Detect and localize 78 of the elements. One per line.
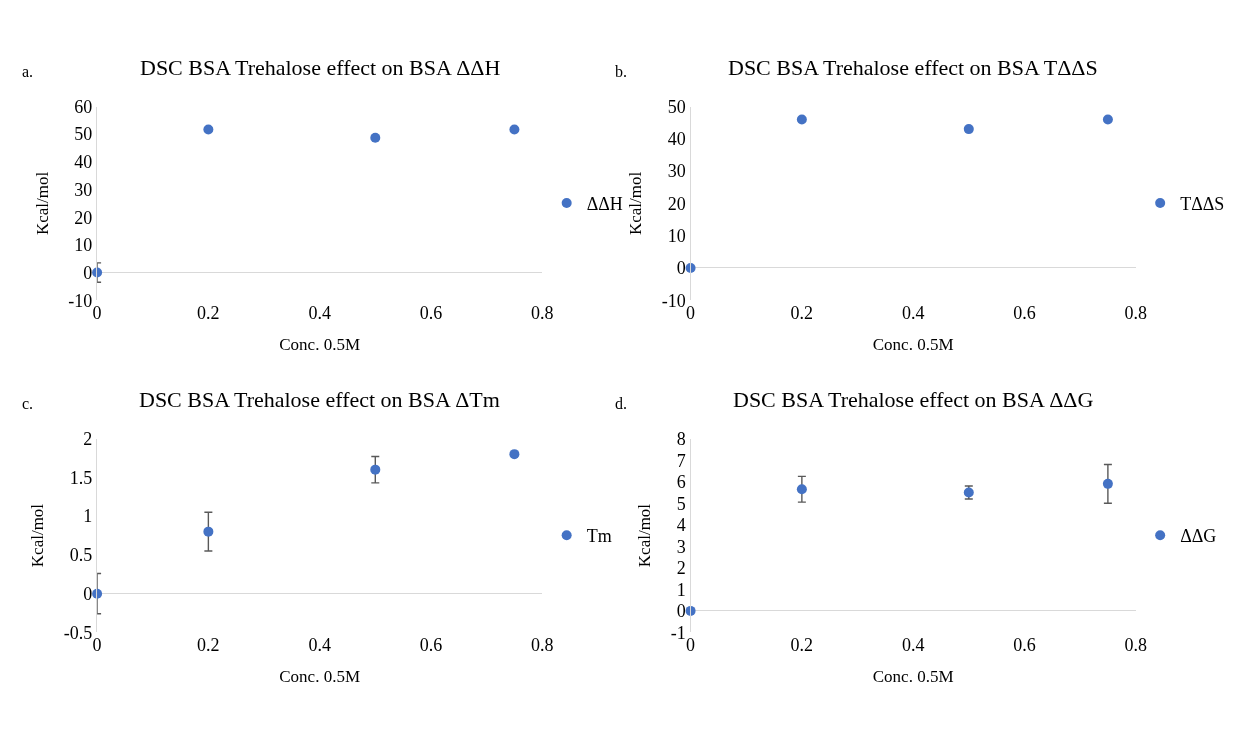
text: d. xyxy=(615,395,627,412)
x-tick-label: 0.2 xyxy=(790,303,814,324)
y-tick-label: 40 xyxy=(667,129,686,150)
y-tick-label: 2 xyxy=(83,428,93,449)
y-tick-label: 1 xyxy=(676,579,686,600)
y-tick-label: 1 xyxy=(83,506,93,527)
y-tick-label: 20 xyxy=(74,207,93,228)
y-axis-title: Kcal/mol xyxy=(28,503,48,568)
x-tick-label: 0.8 xyxy=(1124,635,1147,656)
x-axis-title: Conc. 0.5M xyxy=(872,334,954,354)
text: b. xyxy=(615,63,627,80)
point xyxy=(796,484,807,495)
y-tick-label: -10 xyxy=(68,290,93,311)
y-tick-label: 30 xyxy=(667,161,686,182)
y-axis-title: Kcal/mol xyxy=(635,503,655,568)
point xyxy=(203,526,214,537)
point xyxy=(509,124,520,135)
y-tick-label: 30 xyxy=(74,179,93,200)
point xyxy=(370,464,381,475)
text: c. xyxy=(22,395,34,412)
y-tick-label: 7 xyxy=(676,450,686,471)
y-tick-label: 0.5 xyxy=(69,545,93,566)
text: a. xyxy=(22,63,34,80)
point xyxy=(1102,114,1113,125)
x-tick-label: 0.4 xyxy=(901,303,925,324)
x-tick-label: 0.6 xyxy=(419,303,443,324)
chart-title: DSC BSA Trehalose effect on BSA ΔΔH xyxy=(140,55,501,80)
y-tick-label: 0 xyxy=(676,601,686,622)
y-tick-label: 0 xyxy=(676,258,686,279)
x-tick-label: 0.8 xyxy=(1124,303,1147,324)
x-tick-label: 0.4 xyxy=(308,303,331,324)
x-tick-label: 0.8 xyxy=(530,303,554,324)
chart-title: DSC BSA Trehalose effect on BSA TΔΔS xyxy=(728,55,1098,80)
point xyxy=(370,132,381,143)
point xyxy=(963,124,974,135)
chart-title: DSC BSA Trehalose effect on BSA ΔΔG xyxy=(733,387,1094,412)
x-axis-title: Conc. 0.5M xyxy=(872,666,954,686)
y-tick-label: -10 xyxy=(661,290,686,311)
x-tick-label: 0.8 xyxy=(530,635,554,656)
y-tick-label: 5 xyxy=(676,493,686,514)
y-tick-label: 10 xyxy=(74,235,93,256)
y-tick-label: 4 xyxy=(676,515,686,536)
x-tick-label: 0.4 xyxy=(308,635,331,656)
y-axis-title: Kcal/mol xyxy=(32,171,52,236)
y-axis-title: Kcal/mol xyxy=(626,171,646,236)
point xyxy=(203,124,214,135)
y-tick-label: 60 xyxy=(74,96,93,117)
x-tick-label: 0.2 xyxy=(197,303,220,324)
y-tick-label: 10 xyxy=(667,225,686,246)
x-tick-label: 0.2 xyxy=(790,635,814,656)
x-tick-label: 0.6 xyxy=(419,635,443,656)
point xyxy=(509,449,520,460)
y-tick-label: 50 xyxy=(667,96,686,117)
y-tick-label: 50 xyxy=(74,124,93,145)
y-tick-label: 0 xyxy=(83,262,93,283)
x-axis-title: Conc. 0.5M xyxy=(279,666,361,686)
y-tick-label: 2 xyxy=(676,558,686,579)
legend-label: ΔΔH xyxy=(586,194,623,215)
y-tick-label: 1.5 xyxy=(69,467,93,488)
x-tick-label: 0.4 xyxy=(901,635,925,656)
y-tick-label: -1 xyxy=(670,622,686,643)
y-tick-label: 20 xyxy=(667,193,686,214)
x-tick-label: 0.6 xyxy=(1013,635,1036,656)
x-axis-title: Conc. 0.5M xyxy=(279,334,361,354)
y-tick-label: 8 xyxy=(676,428,686,449)
legend-label: TΔΔS xyxy=(1180,194,1225,215)
y-tick-label: 3 xyxy=(676,536,686,557)
x-tick-label: 0.6 xyxy=(1013,303,1036,324)
chart-title: DSC BSA Trehalose effect on BSA ΔTm xyxy=(139,387,500,412)
legend-label: Tm xyxy=(586,526,612,547)
legend-label: ΔΔG xyxy=(1180,526,1217,547)
x-tick-label: 0.2 xyxy=(197,635,220,656)
y-tick-label: 40 xyxy=(74,152,93,173)
y-tick-label: 0 xyxy=(83,583,93,604)
y-tick-label: -0.5 xyxy=(63,622,93,643)
point xyxy=(796,114,807,125)
point xyxy=(1102,478,1113,489)
y-tick-label: 6 xyxy=(676,472,686,493)
